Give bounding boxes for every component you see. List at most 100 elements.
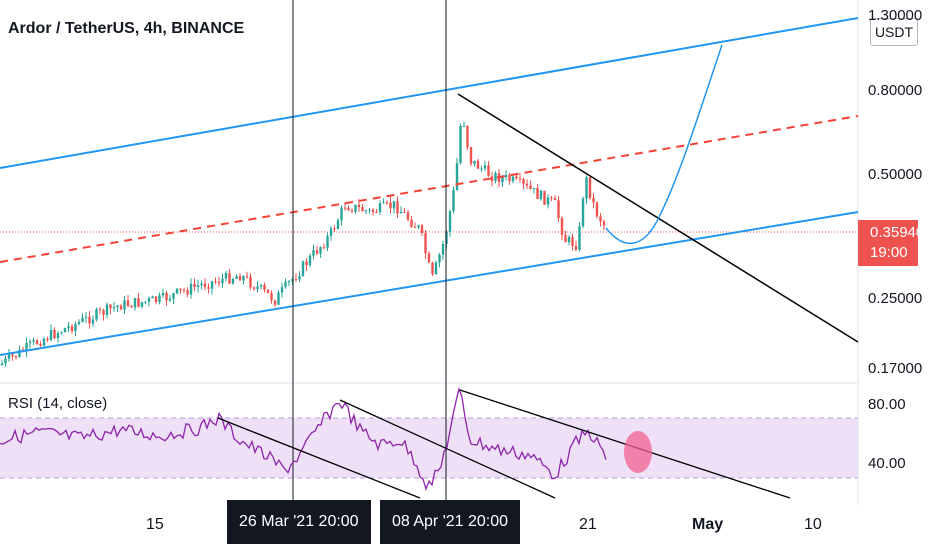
candle-body	[406, 212, 410, 220]
candle-body	[364, 210, 368, 212]
candle-body	[18, 349, 21, 357]
candle-body	[473, 160, 476, 164]
candle-body	[42, 338, 46, 346]
current-price-badge: 0.35940 19:00	[858, 220, 925, 266]
candle-body	[347, 208, 350, 211]
candle-body	[578, 226, 581, 250]
candle-body	[105, 304, 109, 315]
candle-body	[231, 278, 235, 284]
candle-body	[546, 197, 550, 205]
rsi-line	[0, 386, 607, 491]
candle-body	[116, 305, 119, 308]
candle-body	[235, 276, 238, 279]
channel-lower-line[interactable]	[0, 211, 859, 356]
candle-body	[354, 204, 357, 212]
candle-body	[7, 354, 11, 359]
rsi-label[interactable]: RSI (14, close)	[8, 395, 108, 412]
channel-mid-line[interactable]	[0, 115, 859, 263]
candle-body	[522, 179, 525, 184]
candle-body	[574, 245, 578, 250]
candle-body	[77, 321, 81, 324]
candle-body	[504, 175, 508, 178]
candle-body	[238, 276, 242, 281]
rsi-trendline-1[interactable]	[217, 417, 421, 499]
candle-body	[550, 197, 553, 199]
price-tick: 1.30000	[868, 7, 923, 24]
candle-body	[165, 292, 168, 301]
candle-body	[431, 262, 434, 275]
candle-body	[35, 340, 39, 344]
channel-upper-line[interactable]	[0, 17, 859, 169]
candle-body	[564, 234, 567, 243]
price-tick: 0.17000	[868, 360, 923, 377]
candle-body	[480, 168, 483, 170]
current-price-value: 0.35940	[870, 224, 925, 241]
candle-body	[168, 298, 172, 301]
time-axis-label: May	[692, 516, 724, 533]
candle-body	[581, 198, 585, 227]
candle-body	[284, 281, 287, 288]
candle-body	[357, 204, 361, 208]
candle-body	[410, 219, 413, 227]
candle-body	[340, 207, 343, 221]
candle-body	[0, 363, 4, 365]
rsi-trendline-3[interactable]	[459, 389, 791, 499]
candle-body	[39, 343, 42, 346]
candle-body	[305, 261, 308, 266]
candle-body	[599, 216, 602, 222]
candle-body	[210, 281, 214, 289]
currency-button[interactable]: USDT	[870, 18, 918, 46]
rsi-trendline-2[interactable]	[339, 399, 556, 499]
candle-body	[273, 300, 277, 305]
candle-body	[382, 202, 385, 204]
candle-body	[375, 211, 378, 213]
candle-body	[301, 261, 305, 276]
candle-body	[298, 275, 301, 280]
candle-body	[81, 317, 84, 322]
candle-body	[119, 305, 123, 310]
candle-body	[151, 296, 154, 299]
price-tick: 0.50000	[868, 166, 923, 183]
candle-body	[326, 235, 329, 248]
candle-body	[144, 301, 147, 303]
candle-body	[175, 288, 179, 294]
projection-curve[interactable]	[605, 44, 723, 245]
candle-body	[452, 190, 455, 212]
candle-body	[4, 358, 7, 364]
candle-body	[508, 175, 511, 181]
candle-body	[32, 340, 35, 342]
candle-body	[455, 163, 459, 191]
candle-body	[252, 287, 256, 289]
candle-body	[392, 201, 396, 209]
candle-body	[266, 289, 270, 293]
candle-body	[371, 209, 375, 212]
candle-body	[224, 273, 228, 279]
candle-body	[221, 278, 224, 284]
candle-body	[88, 316, 91, 324]
rsi-tick: 40.00	[868, 455, 906, 472]
candle-body	[462, 125, 466, 127]
candle-body	[207, 287, 210, 289]
candle-body	[74, 323, 77, 332]
candle-body	[214, 281, 217, 283]
candle-body	[259, 285, 263, 287]
candle-body	[256, 286, 259, 289]
candle-body	[60, 332, 63, 334]
candle-body	[389, 202, 392, 209]
bar-countdown: 19:00	[870, 244, 908, 261]
candle-body	[329, 228, 333, 236]
candle-body	[487, 165, 490, 177]
crosshair-time-label-1: 26 Mar '21 20:00	[227, 500, 371, 544]
candle-body	[602, 221, 606, 226]
candle-body	[385, 202, 389, 204]
candle-body	[98, 309, 102, 311]
candle-body	[336, 220, 340, 229]
candle-body	[70, 326, 74, 332]
candle-body	[399, 211, 403, 214]
candle-body	[179, 288, 182, 290]
chart-title: Ardor / TetherUS, 4h, BINANCE	[8, 20, 245, 37]
candle-body	[567, 237, 571, 243]
candle-body	[459, 126, 462, 164]
rsi-tick: 80.00	[868, 396, 906, 413]
